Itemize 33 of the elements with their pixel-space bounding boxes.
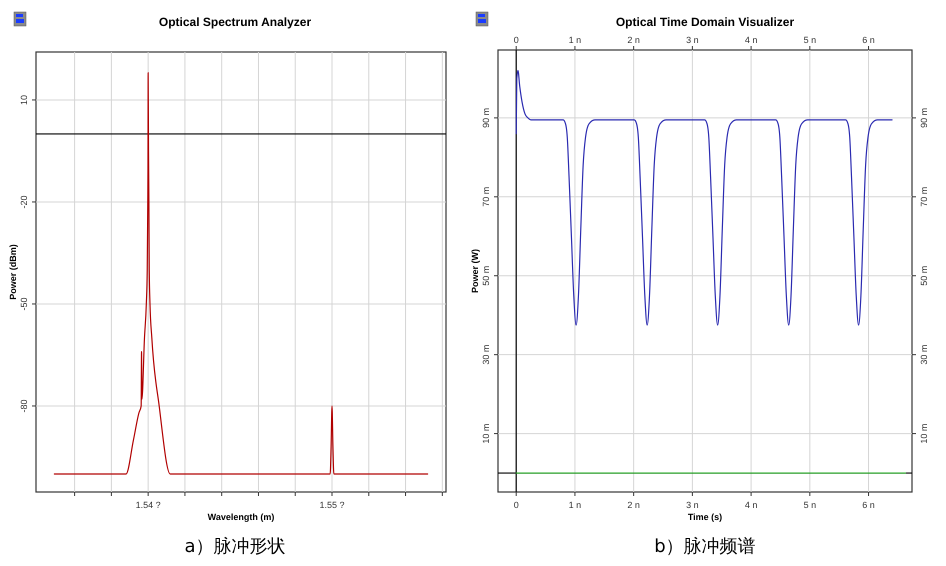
x-axis-title: Wavelength (m) <box>208 512 274 522</box>
y-tick-label: -50 <box>19 297 29 310</box>
y-axis-title: Power (W) <box>470 249 480 293</box>
line-series <box>54 72 428 475</box>
y-tick-label: 70 m <box>481 186 491 207</box>
x-tick-label: 5 n <box>804 35 816 45</box>
y2-tick-label: 70 m <box>919 186 929 207</box>
x-tick-label: 2 n <box>627 35 640 45</box>
x-tick-label: 4 n <box>744 35 758 45</box>
x-tick-label: 1.54 ? <box>136 500 161 510</box>
line-series <box>516 70 893 326</box>
y-tick-label: 50 m <box>481 266 491 286</box>
x-tick-label: 1 n <box>568 35 582 45</box>
y-tick-label: -20 <box>19 195 29 208</box>
x-tick-label: 0 <box>514 35 519 45</box>
text: a）脉冲形状 <box>184 536 286 557</box>
x-tick-label: 1.55 ? <box>319 500 345 510</box>
y-tick-label: -80 <box>19 399 29 412</box>
y-tick-label: 10 m <box>481 424 491 444</box>
y-tick-label: 10 <box>19 94 29 105</box>
x-tick-label: 6 n <box>862 35 875 45</box>
x-tick-label: 3 n <box>686 35 699 45</box>
y2-tick-label: 50 m <box>919 266 929 286</box>
y-tick-label: 30 m <box>481 344 491 365</box>
y2-tick-label: 30 m <box>919 344 929 365</box>
y2-tick-label: 10 m <box>919 424 929 444</box>
y-tick-label: 90 m <box>481 108 491 128</box>
chart-title: Optical Spectrum Analyzer <box>158 15 312 29</box>
y2-tick-label: 90 m <box>919 108 929 128</box>
x-axis-title: Time (s) <box>688 512 722 522</box>
chart-title: Optical Time Domain Visualizer <box>616 15 794 29</box>
text: b）脉冲频谱 <box>654 536 756 557</box>
y-axis-title: Power (dBm) <box>8 244 18 300</box>
